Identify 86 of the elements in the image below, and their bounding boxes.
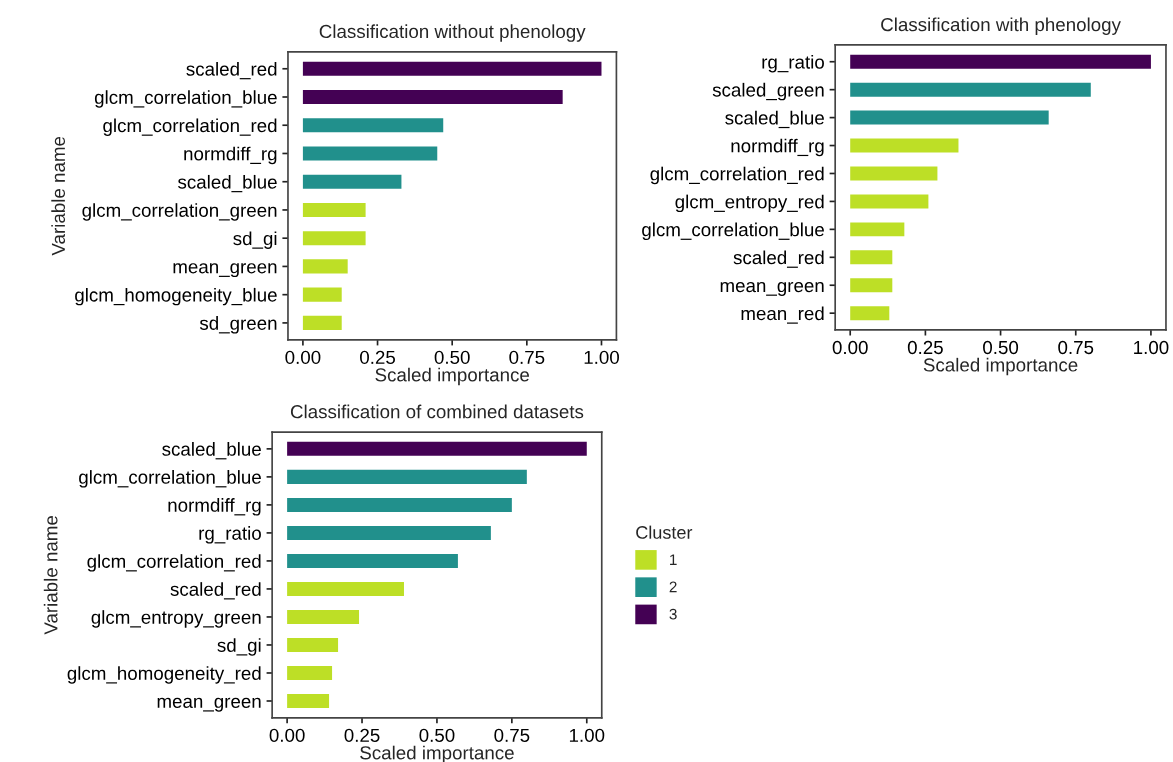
y-tick-label: glcm_entropy_green (91, 610, 261, 628)
y-tick-label: glcm_homogeneity_blue (75, 287, 277, 306)
y-tick-label: normdiff_rg (184, 146, 277, 165)
bar (302, 61, 602, 76)
x-tick-label: 0.25 (360, 350, 396, 365)
bar (287, 469, 527, 484)
bar (850, 110, 1049, 125)
y-tick-label: glcm_correlation_blue (79, 470, 261, 488)
bar (287, 693, 330, 708)
bar (850, 82, 1091, 97)
legend-label: 3 (669, 608, 677, 620)
bar (302, 287, 342, 302)
y-tick-label: scaled_green (712, 82, 824, 101)
y-tick-label: scaled_red (170, 582, 261, 600)
chart-title: Classification with phenology (881, 17, 1121, 35)
bar (302, 202, 366, 218)
bar (850, 278, 893, 293)
x-axis-title: Scaled importance (923, 357, 1078, 376)
y-tick-label: glcm_correlation_blue (642, 222, 824, 241)
bar (850, 54, 1151, 69)
y-tick-label: glcm_correlation_blue (94, 90, 277, 108)
x-tick-label: 1.00 (1134, 340, 1169, 355)
bar (287, 665, 333, 680)
y-tick-label: mean_green (157, 697, 261, 712)
y-tick-label: scaled_red (186, 61, 277, 80)
x-tick-label: 0.00 (832, 340, 868, 355)
bar (302, 174, 402, 189)
bar (850, 222, 905, 237)
y-tick-label: sd_gi (217, 638, 261, 656)
bar (302, 259, 348, 274)
bar (287, 581, 404, 596)
chart-title: Classification without phenology (319, 24, 586, 42)
x-tick-label: 0.75 (509, 350, 545, 365)
y-tick-label: mean_green (720, 281, 824, 296)
x-tick-label: 0.00 (285, 350, 321, 365)
y-tick-label: scaled_red (733, 250, 824, 268)
bar (287, 525, 491, 540)
bar (302, 231, 366, 246)
y-tick-label: sd_green (199, 316, 277, 334)
bar (287, 609, 360, 624)
y-tick-label: glcm_entropy_red (675, 194, 824, 213)
bar (287, 637, 339, 652)
bar (302, 315, 342, 330)
x-tick-label: 0.50 (419, 728, 455, 742)
bar (850, 306, 890, 321)
y-tick-label: mean_red (741, 306, 824, 324)
y-tick-label: glcm_correlation_green (82, 203, 277, 221)
y-tick-label: scaled_blue (178, 174, 277, 193)
bar (850, 138, 959, 153)
legend-label: 1 (670, 554, 677, 565)
legend-label: 2 (669, 581, 677, 593)
y-tick-label: sd_gi (233, 231, 277, 249)
y-tick-label: glcm_homogeneity_red (67, 666, 261, 684)
x-tick-label: 1.00 (569, 728, 605, 742)
bar (302, 89, 563, 105)
y-tick-label: rg_ratio (199, 526, 261, 544)
x-axis-title: Scaled importance (375, 367, 530, 386)
chart-title: Classification of combined datasets (290, 404, 584, 419)
bar (287, 553, 458, 568)
x-tick-label: 0.00 (269, 728, 305, 742)
x-tick-label: 0.75 (494, 728, 530, 742)
y-tick-label: scaled_blue (162, 442, 261, 460)
legend-title: Cluster (636, 525, 693, 539)
y-tick-label: rg_ratio (762, 54, 824, 73)
y-tick-label: scaled_blue (725, 110, 824, 129)
bar (850, 250, 893, 265)
x-tick-label: 0.25 (907, 340, 943, 355)
y-tick-label: glcm_correlation_red (650, 166, 824, 185)
x-tick-label: 0.75 (1058, 340, 1094, 355)
bar (850, 194, 929, 209)
y-tick-label: glcm_correlation_red (87, 554, 261, 572)
y-tick-label: normdiff_rg (731, 138, 824, 157)
y-axis-title: Variable name (51, 136, 66, 256)
bar (302, 146, 438, 161)
x-tick-label: 0.50 (434, 350, 470, 365)
y-tick-label: glcm_correlation_red (103, 118, 277, 136)
bar (287, 497, 512, 512)
y-tick-label: normdiff_rg (168, 498, 261, 516)
bar (850, 166, 938, 181)
x-tick-label: 1.00 (584, 350, 619, 365)
x-tick-label: 0.50 (983, 340, 1019, 355)
x-tick-label: 0.25 (344, 728, 380, 742)
y-axis-title: Variable name (43, 516, 58, 635)
y-tick-label: mean_green (173, 263, 277, 278)
bar (287, 441, 587, 456)
bar (302, 118, 444, 133)
